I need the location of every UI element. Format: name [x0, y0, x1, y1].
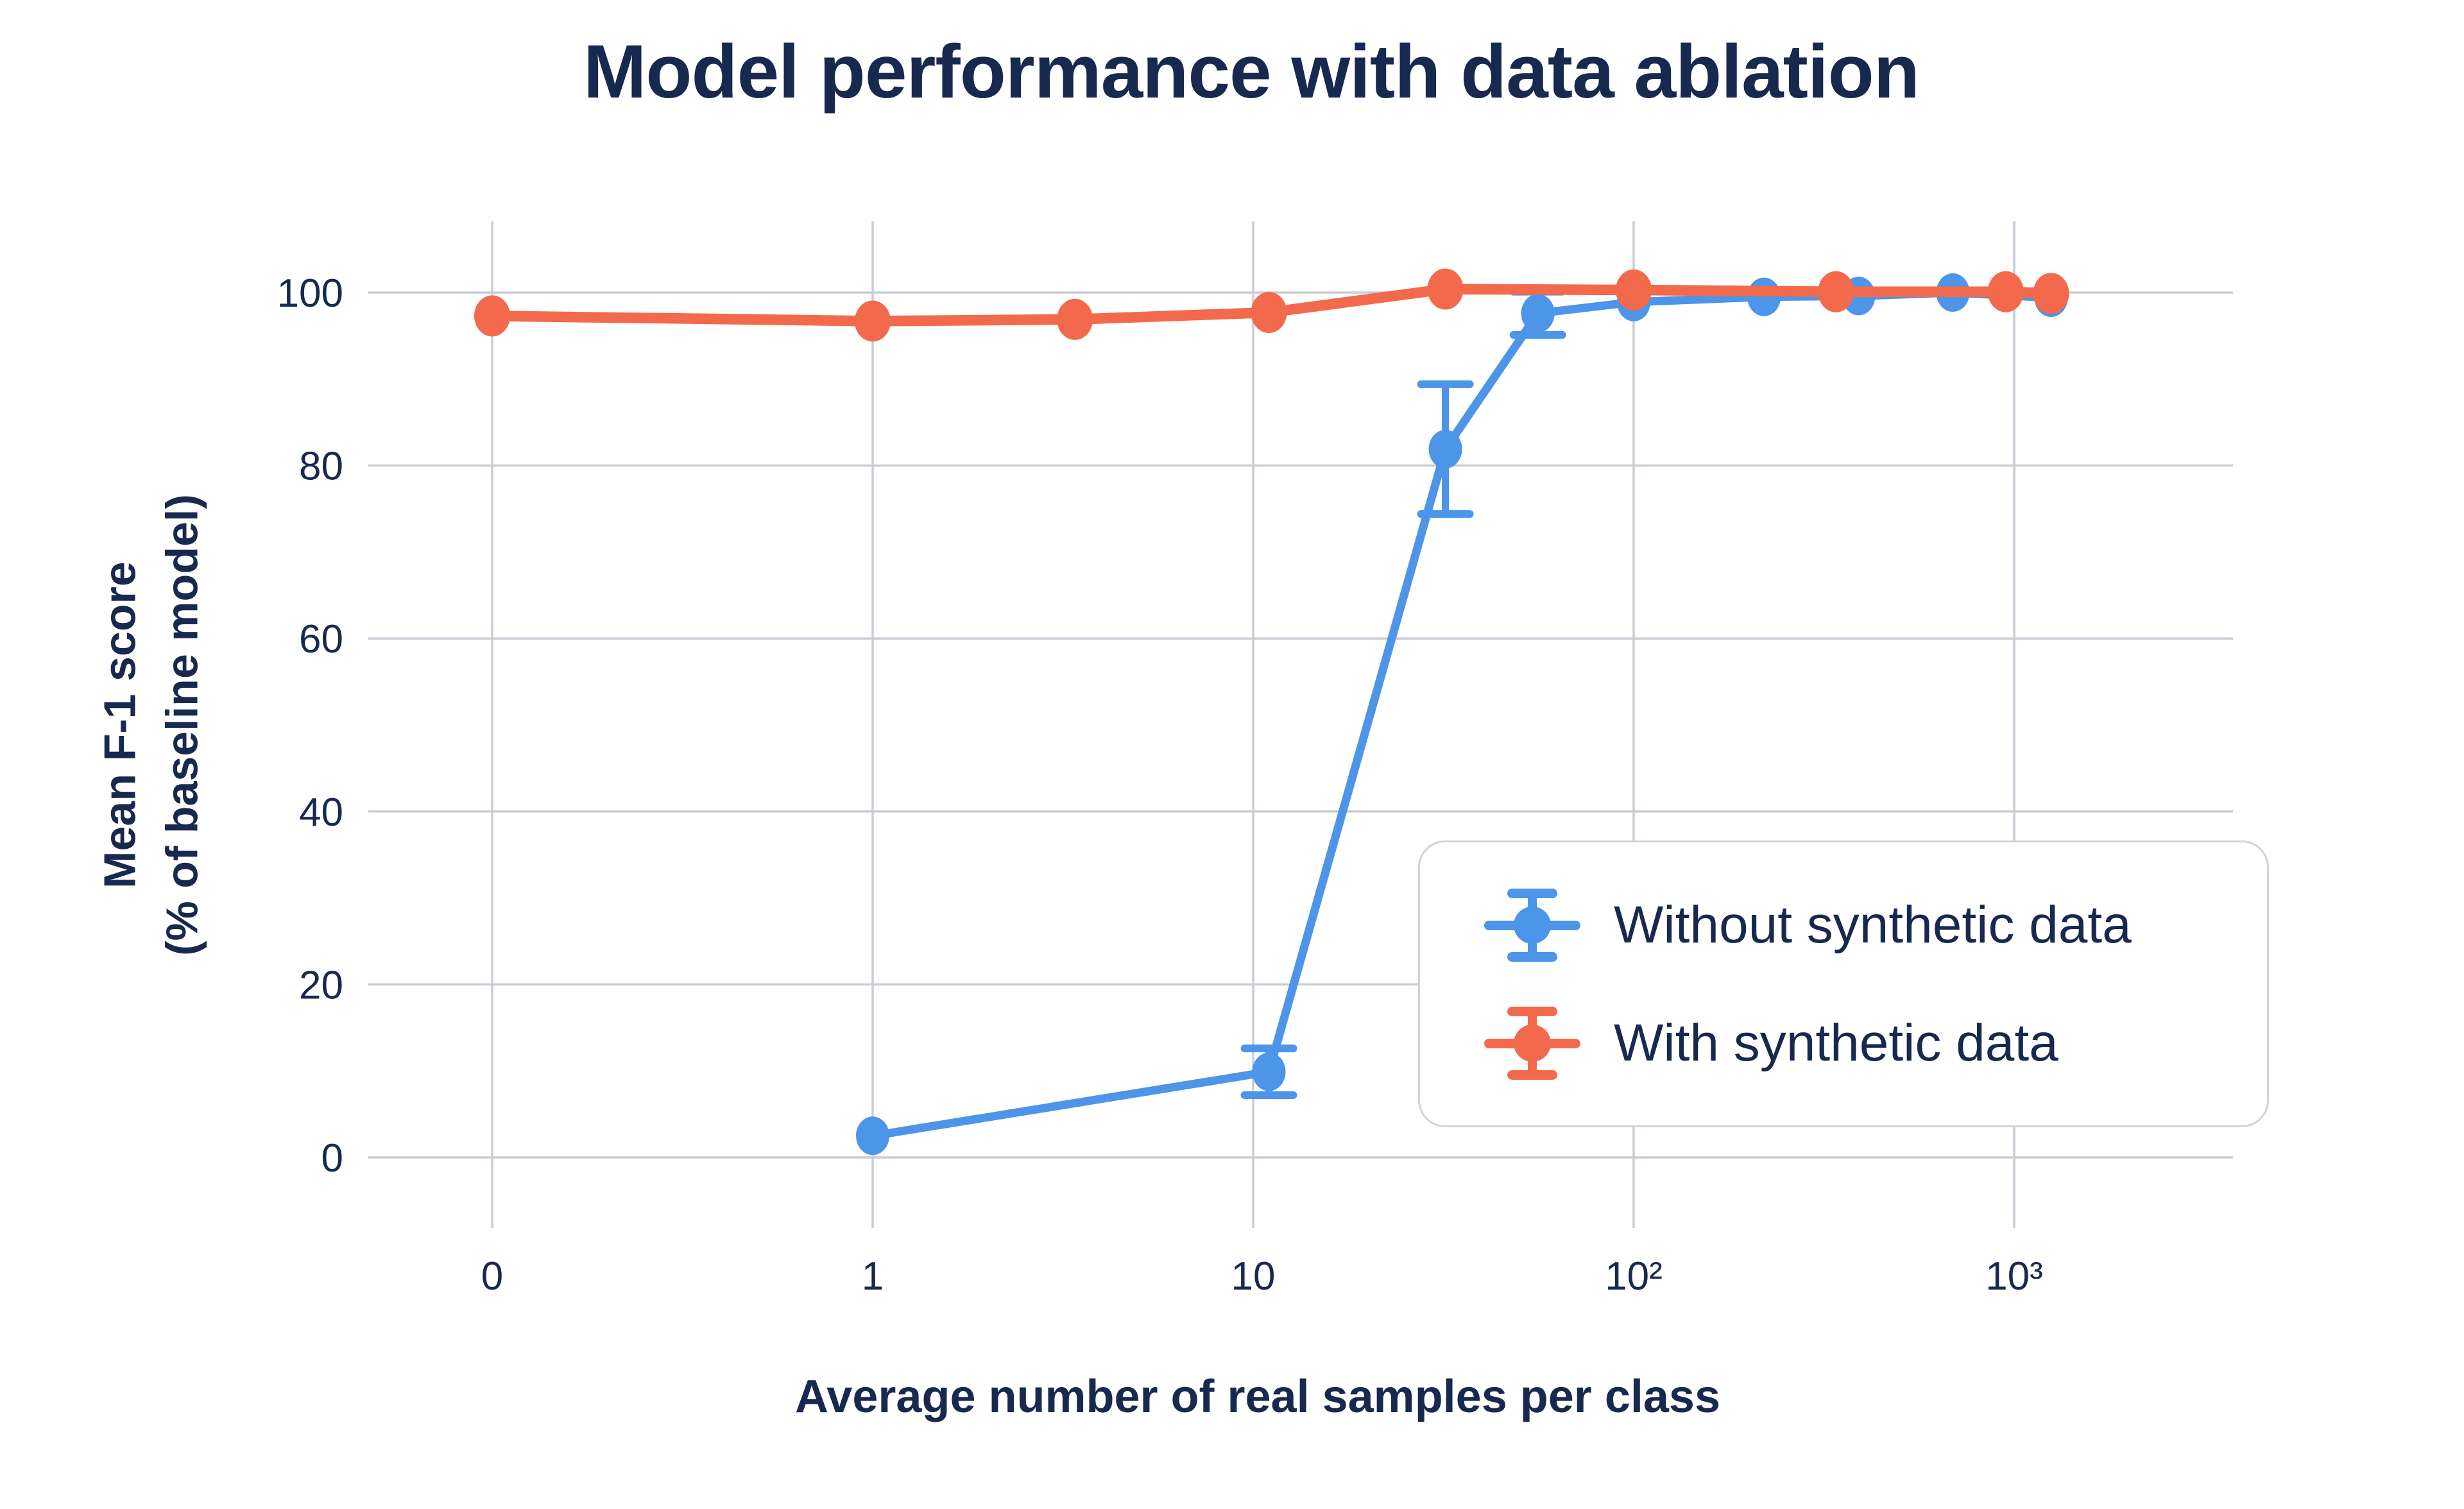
data-point-without-synthetic-data — [1747, 277, 1781, 316]
data-point-with-synthetic-data — [474, 295, 510, 337]
data-point-with-synthetic-data — [855, 300, 891, 342]
y-tick-label: 60 — [299, 617, 343, 661]
x-tick-label: 1 — [862, 1254, 884, 1299]
data-point-with-synthetic-data — [1057, 298, 1093, 340]
y-tick-label: 40 — [299, 790, 343, 835]
errorbar-marker-icon — [1484, 888, 1580, 962]
x-tick-label: 10³ — [1985, 1254, 2043, 1299]
x-tick-label: 10 — [1231, 1254, 1276, 1299]
x-tick-label: 0 — [481, 1254, 503, 1299]
y-tick-label: 100 — [277, 271, 343, 316]
y-tick-label: 80 — [299, 445, 343, 489]
legend-item-with-synthetic-data: With synthetic data — [1484, 1005, 2267, 1081]
data-point-with-synthetic-data — [1427, 268, 1464, 310]
data-point-with-synthetic-data — [1987, 271, 2024, 312]
legend-label: Without synthetic data — [1614, 895, 2132, 954]
data-point-without-synthetic-data — [1428, 429, 1462, 468]
y-tick-label: 20 — [299, 963, 343, 1007]
data-point-with-synthetic-data — [2033, 273, 2069, 314]
data-point-without-synthetic-data — [1252, 1052, 1286, 1091]
x-tick-label: 10² — [1605, 1254, 1663, 1299]
data-point-without-synthetic-data — [856, 1116, 889, 1155]
x-axis-title: Average number of real samples per class — [794, 1371, 1720, 1422]
legend: Without synthetic data With synthetic da… — [1418, 840, 2269, 1127]
legend-item-without-synthetic-data: Without synthetic data — [1484, 887, 2267, 963]
data-point-with-synthetic-data — [1818, 271, 1854, 312]
data-point-with-synthetic-data — [1616, 269, 1652, 311]
y-tick-label: 0 — [321, 1136, 343, 1181]
errorbar-marker-icon — [1484, 1006, 1580, 1080]
legend-label: With synthetic data — [1614, 1013, 2058, 1072]
data-point-without-synthetic-data — [1521, 294, 1555, 333]
chart-title: Model performance with data ablation — [583, 30, 1920, 114]
data-point-with-synthetic-data — [1251, 292, 1287, 334]
